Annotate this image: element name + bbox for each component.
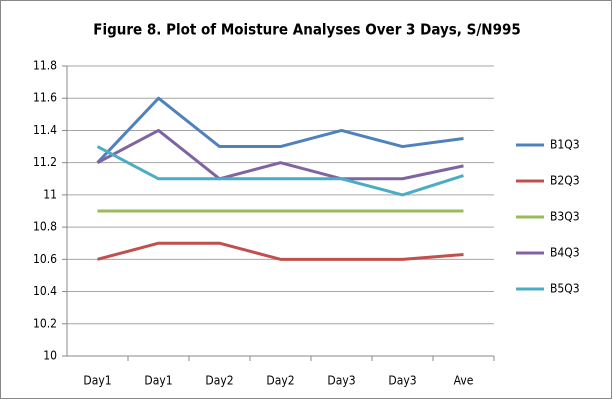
y-tick-label: 11.8 (33, 59, 57, 73)
x-tick-label: Day3 (327, 374, 355, 388)
legend-label: B1Q3 (550, 138, 580, 152)
series-line (96, 128, 464, 181)
y-tick-label: 11.2 (33, 155, 57, 169)
y-tick-label: 10.4 (33, 284, 57, 298)
legend-label: B2Q3 (550, 174, 580, 188)
y-tick-label: 10.2 (33, 316, 57, 330)
x-tick-label: Ave (454, 374, 474, 388)
y-tick-label: 10.8 (33, 220, 57, 234)
x-tick-label: Day1 (83, 374, 111, 388)
x-tick-label: Day2 (205, 374, 233, 388)
y-tick-label: 11.4 (33, 123, 57, 137)
series-line (97, 241, 464, 261)
y-tick-label: 10.6 (33, 252, 57, 266)
x-tick-label: Day2 (266, 374, 294, 388)
y-tick-label: 11 (43, 187, 57, 201)
y-tick-label: 10 (43, 349, 57, 363)
y-tick-label: 11.6 (33, 91, 57, 105)
legend-label: B4Q3 (550, 246, 580, 260)
series-line (96, 145, 464, 197)
x-tick-label: Day3 (388, 374, 416, 388)
legend-label: B5Q3 (550, 282, 580, 296)
chart-title: Figure 8. Plot of Moisture Analyses Over… (93, 21, 521, 39)
x-tick-label: Day1 (144, 374, 172, 388)
legend-label: B3Q3 (550, 210, 580, 224)
series-line (96, 96, 464, 164)
